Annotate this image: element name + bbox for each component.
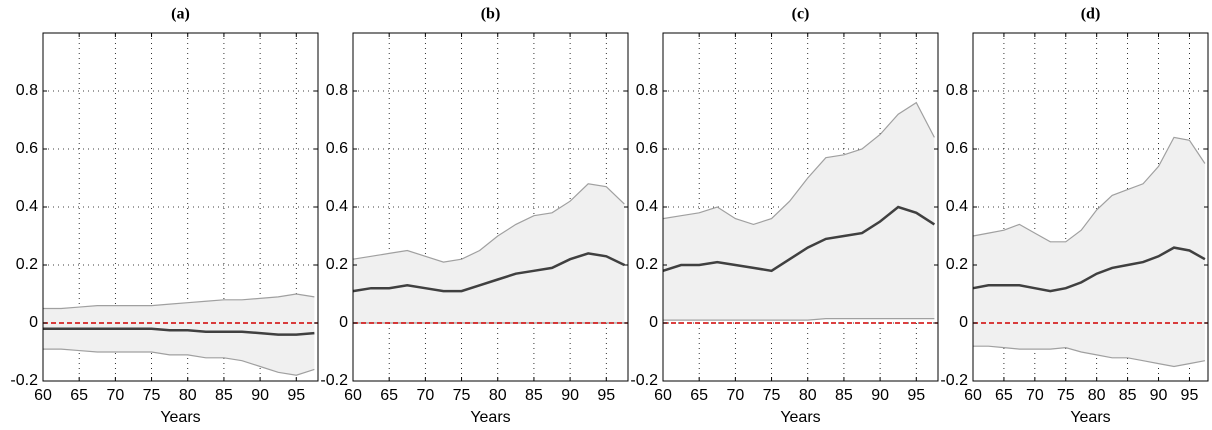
x-axis-label: Years bbox=[470, 409, 510, 426]
chart-title: (a) bbox=[171, 6, 190, 23]
y-tick-label: 0.2 bbox=[946, 256, 968, 273]
y-tick-label: -0.2 bbox=[10, 372, 38, 389]
y-tick-label: -0.2 bbox=[940, 372, 968, 389]
y-tick-label: 0.4 bbox=[326, 198, 348, 215]
median-line bbox=[352, 252, 625, 293]
y-tick-label: 0 bbox=[339, 314, 348, 331]
y-tick-label: 0.2 bbox=[16, 256, 38, 273]
y-tick-label: 0.2 bbox=[326, 256, 348, 273]
band-edge bbox=[43, 348, 315, 376]
x-tick-label: 95 bbox=[287, 387, 305, 404]
chart-title: (c) bbox=[792, 6, 810, 23]
y-tick-label: 0.8 bbox=[326, 82, 348, 99]
x-tick-label: 90 bbox=[561, 387, 579, 404]
x-tick-label: 70 bbox=[416, 387, 434, 404]
y-tick-label: 0.6 bbox=[636, 140, 658, 157]
x-tick-label: 95 bbox=[597, 387, 615, 404]
x-tick-label: 60 bbox=[34, 387, 52, 404]
x-tick-label: 90 bbox=[1150, 387, 1168, 404]
x-tick-label: 90 bbox=[871, 387, 889, 404]
x-tick-label: 85 bbox=[215, 387, 233, 404]
y-tick-label: 0 bbox=[649, 314, 658, 331]
x-tick-label: 65 bbox=[690, 387, 708, 404]
band-edge bbox=[352, 183, 625, 263]
x-axis-label: Years bbox=[160, 409, 200, 426]
y-tick-label: 0 bbox=[29, 314, 38, 331]
x-tick-label: 80 bbox=[489, 387, 507, 404]
y-tick-label: 0.8 bbox=[16, 82, 38, 99]
y-tick-label: 0.8 bbox=[636, 82, 658, 99]
x-tick-label: 70 bbox=[106, 387, 124, 404]
x-tick-label: 95 bbox=[907, 387, 925, 404]
x-tick-label: 85 bbox=[1119, 387, 1137, 404]
y-tick-label: 0.4 bbox=[946, 198, 968, 215]
y-tick-label: 0.4 bbox=[16, 198, 38, 215]
x-tick-label: 75 bbox=[143, 387, 161, 404]
band-edge bbox=[972, 136, 1206, 243]
x-tick-label: 60 bbox=[654, 387, 672, 404]
x-tick-label: 95 bbox=[1181, 387, 1199, 404]
x-tick-label: 80 bbox=[179, 387, 197, 404]
x-tick-label: 85 bbox=[525, 387, 543, 404]
x-tick-label: 75 bbox=[1057, 387, 1075, 404]
y-tick-label: -0.2 bbox=[320, 372, 348, 389]
band-edge bbox=[973, 345, 1206, 368]
x-tick-label: 80 bbox=[1088, 387, 1106, 404]
y-tick-label: 0.6 bbox=[16, 140, 38, 157]
x-tick-label: 65 bbox=[380, 387, 398, 404]
x-tick-label: 70 bbox=[726, 387, 744, 404]
y-tick-label: -0.2 bbox=[630, 372, 658, 389]
band-edge bbox=[43, 293, 315, 310]
x-tick-label: 75 bbox=[453, 387, 471, 404]
band-area bbox=[973, 137, 1205, 367]
x-tick-label: 60 bbox=[344, 387, 362, 404]
band-edge bbox=[662, 101, 935, 226]
median-line bbox=[43, 327, 315, 336]
median-line bbox=[662, 205, 936, 273]
chart-title: (b) bbox=[481, 6, 501, 23]
x-tick-label: 65 bbox=[995, 387, 1013, 404]
y-tick-label: 0.6 bbox=[326, 140, 348, 157]
x-tick-label: 90 bbox=[251, 387, 269, 404]
y-tick-label: 0.4 bbox=[636, 198, 658, 215]
x-tick-label: 70 bbox=[1026, 387, 1044, 404]
x-axis-label: Years bbox=[1070, 409, 1110, 426]
band-area bbox=[663, 102, 935, 321]
y-tick-label: 0.2 bbox=[636, 256, 658, 273]
y-tick-label: 0.8 bbox=[946, 82, 968, 99]
x-tick-label: 65 bbox=[70, 387, 88, 404]
x-tick-label: 75 bbox=[763, 387, 781, 404]
y-tick-label: 0.6 bbox=[946, 140, 968, 157]
y-tick-label: 0 bbox=[959, 314, 968, 331]
x-tick-label: 80 bbox=[799, 387, 817, 404]
chart-title: (d) bbox=[1081, 6, 1101, 23]
band-area bbox=[353, 183, 625, 323]
median-line bbox=[972, 246, 1206, 293]
x-tick-label: 85 bbox=[835, 387, 853, 404]
band-area bbox=[43, 294, 315, 376]
x-tick-label: 60 bbox=[964, 387, 982, 404]
x-axis-label: Years bbox=[780, 409, 820, 426]
band-edge bbox=[663, 318, 935, 321]
